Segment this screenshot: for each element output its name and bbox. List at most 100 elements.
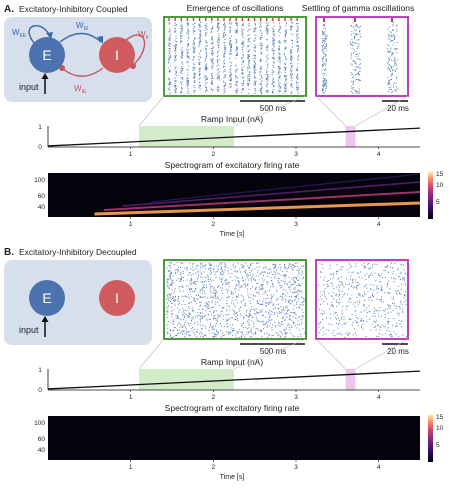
spike (242, 54, 244, 56)
spike (230, 276, 231, 278)
spike (194, 73, 196, 75)
spike (216, 78, 218, 80)
spike (292, 73, 293, 75)
spike (258, 291, 260, 293)
spike (235, 287, 237, 289)
spike (392, 25, 394, 27)
spike (188, 294, 190, 296)
spike (212, 51, 214, 53)
spike (279, 70, 281, 72)
spike (261, 45, 263, 47)
spike (387, 62, 389, 64)
spike (260, 37, 262, 38)
spike (253, 40, 255, 42)
spike (256, 266, 258, 268)
connector (233, 338, 307, 370)
spike (238, 283, 240, 285)
spike (171, 272, 172, 274)
spike (211, 42, 213, 44)
spike (175, 85, 177, 86)
spike (231, 62, 233, 64)
spike (245, 334, 247, 336)
spike (356, 34, 358, 36)
spike (205, 63, 207, 65)
spike (243, 80, 245, 82)
spike (244, 272, 246, 274)
spectral-band (122, 181, 421, 207)
spike (184, 310, 186, 311)
spike (197, 324, 199, 325)
spike (396, 59, 398, 61)
spike (210, 28, 212, 30)
spike (207, 279, 209, 281)
spike (403, 264, 404, 266)
spike (204, 293, 206, 295)
spike (300, 333, 302, 335)
spike (192, 31, 194, 33)
spike (298, 86, 299, 88)
spike (184, 312, 185, 314)
spectrogram-xtick: 4 (377, 464, 381, 471)
spike (272, 274, 274, 275)
spike (205, 52, 207, 53)
spike (241, 43, 243, 45)
spike (213, 295, 215, 297)
spike (266, 77, 268, 79)
spike (242, 280, 244, 282)
spike (254, 72, 256, 74)
spike (191, 288, 192, 290)
spike (323, 284, 325, 286)
spike (348, 318, 350, 320)
spike (198, 37, 200, 39)
spike (354, 29, 356, 31)
spike (296, 38, 298, 40)
spike (272, 33, 274, 35)
spike (260, 93, 262, 94)
spike (402, 308, 404, 310)
spike (218, 42, 220, 44)
spike (167, 286, 169, 288)
spike (355, 33, 357, 35)
spike (215, 265, 217, 267)
spike (253, 82, 255, 84)
spike (374, 263, 376, 265)
spike (252, 298, 254, 300)
spike (283, 274, 285, 276)
spike (264, 271, 266, 273)
spike (188, 315, 190, 317)
spike (405, 299, 407, 301)
spike (205, 39, 207, 41)
spike (364, 300, 366, 302)
spike (279, 284, 281, 286)
spike (199, 74, 201, 76)
spike (359, 71, 361, 72)
spike (298, 26, 299, 28)
spike (322, 58, 324, 60)
spike (356, 66, 358, 68)
spike (341, 291, 343, 293)
spike (392, 35, 394, 37)
spike (174, 25, 176, 26)
spike (363, 303, 365, 305)
spike (188, 306, 190, 308)
spike (372, 323, 374, 325)
spike (257, 271, 258, 273)
spike (356, 47, 358, 49)
spike (357, 73, 359, 74)
spike (325, 37, 326, 39)
spike (288, 276, 290, 278)
spike (204, 76, 206, 77)
spike (298, 290, 300, 292)
spike (204, 66, 206, 68)
spike (206, 318, 208, 320)
spike (199, 73, 201, 75)
spike (353, 42, 355, 44)
spike (255, 275, 257, 277)
spike (255, 332, 257, 334)
spike (178, 329, 180, 331)
spike (297, 48, 299, 50)
spike (383, 292, 385, 294)
spike (202, 325, 204, 327)
spike (175, 317, 177, 319)
spike (389, 292, 391, 294)
